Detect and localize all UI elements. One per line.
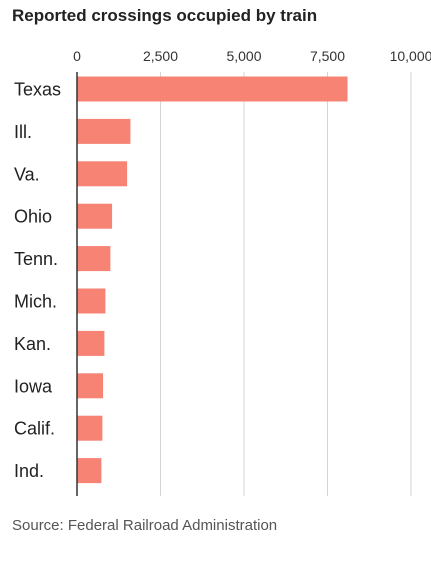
bar	[77, 76, 348, 102]
bar	[77, 458, 102, 484]
chart-title: Reported crossings occupied by train	[12, 6, 318, 25]
category-label: Tenn.	[14, 249, 58, 269]
source-note: Source: Federal Railroad Administration	[12, 517, 278, 534]
x-axis-ticks: 0 2,500 5,000 7,500 10,000	[73, 48, 431, 64]
category-label: Ind.	[14, 461, 44, 481]
bar	[77, 118, 131, 144]
x-tick-label: 7,500	[310, 48, 345, 64]
category-label: Calif.	[14, 419, 55, 439]
category-label: Va.	[14, 164, 40, 184]
bar	[77, 330, 105, 356]
category-label: Kan.	[14, 334, 51, 354]
bar	[77, 203, 113, 229]
bar	[77, 415, 103, 441]
category-label: Mich.	[14, 292, 57, 312]
category-label: Iowa	[14, 376, 53, 396]
category-labels: Texas Ill. Va. Ohio Tenn. Mich. Kan. Iowa Calif.…	[14, 80, 61, 482]
x-tick-label: 10,000	[390, 48, 431, 64]
x-tick-label: 0	[73, 48, 81, 64]
bar	[77, 288, 106, 314]
bars	[77, 76, 348, 484]
x-tick-label: 2,500	[143, 48, 178, 64]
grid-lines	[160, 72, 412, 496]
x-tick-label: 5,000	[226, 48, 261, 64]
bar	[77, 246, 111, 272]
category-label: Texas	[14, 80, 61, 100]
bar	[77, 373, 104, 399]
bar	[77, 161, 128, 187]
category-label: Ohio	[14, 207, 52, 227]
category-label: Ill.	[14, 122, 32, 142]
